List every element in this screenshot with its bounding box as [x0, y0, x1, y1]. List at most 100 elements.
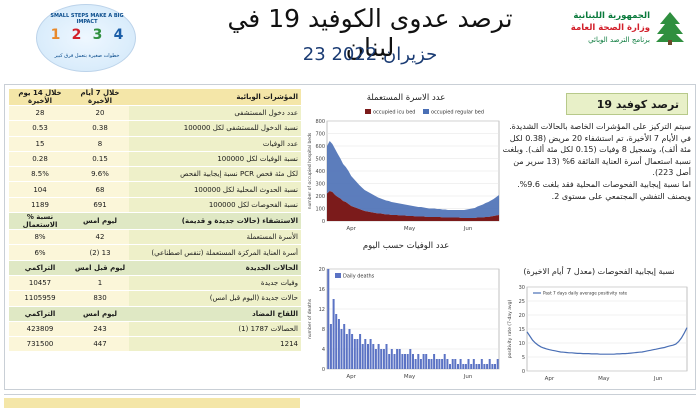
- bar: [353, 339, 356, 369]
- bar: [377, 344, 380, 369]
- summary-badge: ترصد كوفيد 19: [566, 93, 688, 115]
- table-cell: 15: [9, 136, 71, 152]
- ministry-line-2: وزارة الصحة العامة: [570, 23, 650, 33]
- table-cell: 1: [71, 275, 129, 292]
- bar: [427, 359, 430, 369]
- y-tick-label: 400: [315, 169, 325, 175]
- y-axis-label: positivity rate (7-day avg): [507, 299, 513, 358]
- bar: [327, 269, 330, 369]
- series-line: [526, 327, 688, 355]
- bar: [390, 349, 393, 369]
- bar: [496, 359, 499, 369]
- bar: [438, 359, 441, 369]
- report-panel: خلال 14 يوم الأخيرة خلال 7 أيام الأخيرة ال…: [4, 84, 696, 390]
- bar: [412, 354, 414, 369]
- y-tick-label: 15: [519, 327, 525, 333]
- bar: [419, 359, 422, 369]
- y-tick-label: 200: [315, 194, 325, 200]
- table-cell: ليوم قبل امس: [71, 260, 129, 276]
- table-cell: عدد دخول المستشفى: [129, 105, 301, 122]
- ministry-name: الجمهورية اللبنانية وزارة الصحة العامة ب…: [560, 10, 650, 46]
- y-tick-label: 16: [319, 287, 325, 293]
- table-cell: نسبة الوفيات لكل 100000: [129, 151, 301, 168]
- table-cell: خلال 7 أيام الأخيرة: [71, 89, 129, 106]
- bar: [470, 364, 473, 369]
- table-cell: 9.6%: [71, 166, 129, 183]
- table-cell: 6%: [9, 244, 71, 261]
- table-cell: 0.28: [9, 151, 71, 168]
- x-tick-label: Apr: [545, 376, 555, 382]
- campaign-slogan: SMALL STEPS MAKE A BIG IMPACT: [50, 13, 124, 25]
- table-cell: ليوم امس: [71, 212, 129, 231]
- bar: [480, 359, 483, 369]
- bar: [422, 354, 425, 369]
- bar: [467, 359, 470, 369]
- bar: [459, 359, 462, 369]
- bar: [348, 329, 351, 369]
- bar: [356, 339, 359, 369]
- table-cell: وفيات جديدة: [129, 275, 301, 292]
- series-area-regular-beds: [327, 141, 499, 218]
- deaths-chart: 0 4 8 12 16 20 Apr May Jun number of deaths Daily …: [307, 267, 500, 380]
- x-tick-label: May: [598, 376, 610, 382]
- beds-chart: 0 100 200 300 400 500 600 700 800 Apr May Jun number…: [307, 109, 500, 232]
- bar: [380, 349, 383, 369]
- bar: [367, 344, 369, 369]
- table-row: 15 8 عدد الوفيات: [9, 136, 301, 152]
- y-tick-label: 800: [315, 119, 325, 125]
- table-cell: أسرة العناية المركزة المستعملة (تنفس اصط…: [129, 244, 301, 261]
- ministry-line-1: الجمهورية اللبنانية: [573, 11, 650, 21]
- bar: [372, 344, 375, 369]
- table-cell: الحصالات 1787 (1): [129, 321, 301, 338]
- y-tick-label: 5: [522, 355, 525, 361]
- table-cell: 42: [71, 229, 129, 246]
- bar: [494, 364, 496, 369]
- x-tick-label: Apr: [346, 226, 356, 232]
- bar: [441, 359, 444, 369]
- table-cell: اللقاح المضاد: [129, 306, 301, 322]
- campaign-step-2: 2: [71, 27, 82, 43]
- table-cell: 691: [71, 197, 129, 214]
- bar: [404, 354, 406, 369]
- table-header-row: التراكمي ليوم امس اللقاح المضاد: [9, 306, 301, 322]
- bar: [361, 344, 364, 369]
- table-cell: 10457: [9, 275, 71, 292]
- bar: [462, 364, 465, 369]
- bar: [364, 339, 367, 369]
- y-tick-label: 8: [322, 327, 325, 333]
- y-tick-label: 0: [522, 369, 525, 375]
- series-area-icu-beds: [327, 191, 499, 221]
- bar: [449, 364, 451, 369]
- table-row: 423809 243 الحصالات 1787 (1): [9, 321, 301, 338]
- cedar-logo-icon: [656, 12, 684, 45]
- table-cell: الحالات الجديدة: [129, 260, 301, 276]
- table-cell: 20: [71, 105, 129, 122]
- table-row: 0.53 0.38 نسبة الدخول للمستشفى لكل 100000: [9, 120, 301, 137]
- legend-swatch-icu: [365, 109, 371, 114]
- table-cell: 447: [71, 336, 129, 353]
- next-table-edge: [4, 398, 300, 408]
- bar: [409, 349, 412, 369]
- table-cell: عدد الوفيات: [129, 136, 301, 152]
- table-cell: نسبة الحدوث المحلية لكل 100000: [129, 181, 301, 198]
- bar: [382, 349, 385, 369]
- bar: [385, 344, 388, 369]
- table-row: 28 20 عدد دخول المستشفى: [9, 105, 301, 122]
- bar: [433, 354, 436, 369]
- positivity-chart-title: نسبة إيجابية الفحوصات (معدل 7 أيام الاخي…: [523, 267, 675, 276]
- ministry-line-3: برنامج الترصد الوبائي: [588, 36, 650, 44]
- table-cell: % نسبة الاستعمال: [9, 212, 71, 231]
- table-cell: ليوم امس: [71, 306, 129, 322]
- y-tick-label: 25: [519, 299, 525, 305]
- report-header: SMALL STEPS MAKE A BIG IMPACT 1 2 3 4 خط…: [0, 0, 700, 80]
- table-cell: نسبة الفحوصات لكل 100000: [129, 197, 301, 214]
- campaign-slogan-arabic: خطوات صغيرة بتعمل فرق كبير: [54, 53, 120, 59]
- bar: [446, 359, 449, 369]
- legend-swatch: [335, 273, 341, 278]
- table-cell: 0.38: [71, 120, 129, 137]
- bar: [369, 339, 372, 369]
- campaign-step-3: 3: [92, 27, 103, 43]
- legend-swatch-regular: [423, 109, 429, 114]
- table-cell: 0.15: [71, 151, 129, 168]
- campaign-logo: SMALL STEPS MAKE A BIG IMPACT 1 2 3 4 خط…: [36, 4, 136, 72]
